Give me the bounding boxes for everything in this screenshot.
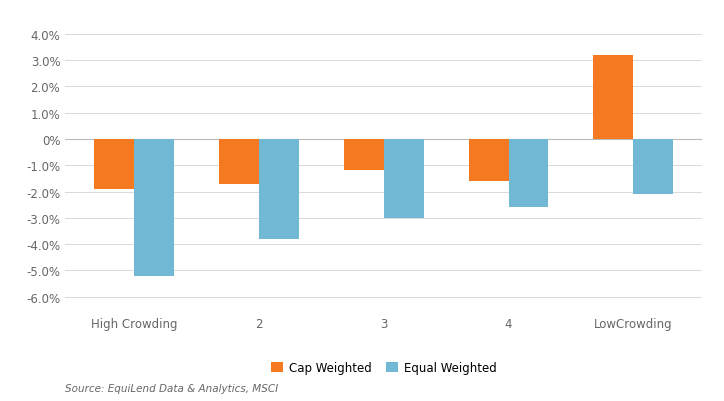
Bar [594, 56, 634, 140]
Bar [468, 140, 508, 182]
Bar [219, 140, 259, 184]
Bar [384, 140, 424, 218]
Bar [344, 140, 384, 171]
Text: Source: EquiLend Data & Analytics, MSCI: Source: EquiLend Data & Analytics, MSCI [65, 383, 278, 393]
Bar [134, 140, 174, 276]
Bar [94, 140, 134, 189]
Legend: Cap Weighted, Equal Weighted: Cap Weighted, Equal Weighted [266, 356, 501, 379]
Bar [634, 140, 673, 194]
Bar [508, 140, 549, 208]
Bar [259, 140, 299, 239]
